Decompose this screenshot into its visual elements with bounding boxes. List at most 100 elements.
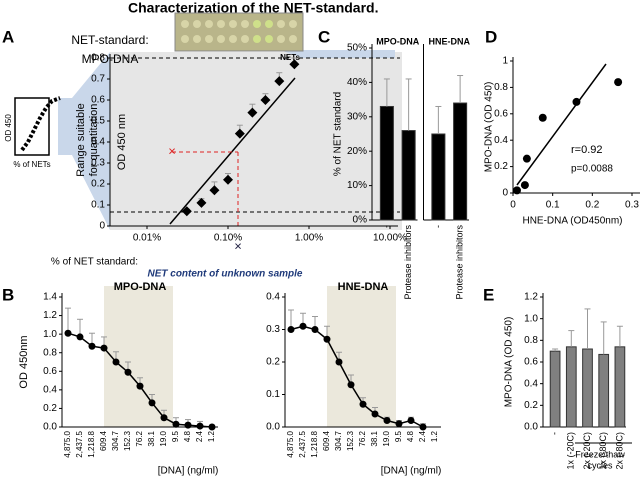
x-tick-label: 38.1 — [370, 430, 379, 446]
chart-title: MPO-DNA — [114, 281, 167, 293]
y-tick-label: 0 — [99, 221, 105, 232]
plate-wells — [181, 20, 297, 43]
range-label: Range suitable — [75, 103, 87, 176]
x-tick-label: 304.7 — [334, 430, 343, 451]
x-axis-title: HNE-DNA (OD450nm) — [522, 216, 622, 227]
plate-funnel — [280, 50, 395, 58]
point — [520, 181, 529, 190]
x-axis-title: % of NET standard: — [51, 257, 138, 268]
group-title: MPO-DNA — [376, 36, 419, 46]
y-tick-label: 1.4 — [43, 292, 57, 303]
y-tick-label: 0.0 — [266, 422, 280, 433]
x-tick-label: 2x (-20C) — [582, 432, 592, 470]
x-tick-label: 4,875.0 — [286, 430, 295, 457]
x-tick-label: 76.2 — [135, 430, 144, 446]
y-tick-label: 1 — [502, 56, 508, 67]
y-tick-label: 0.6 — [524, 357, 538, 368]
x-tick-label: 19.0 — [159, 430, 168, 446]
y-tick-label: 0.8 — [524, 335, 538, 346]
x-tick-label: 9.5 — [394, 430, 403, 442]
y-tick-label: 0.5 — [91, 116, 105, 127]
y-tick-label: 1.2 — [524, 292, 538, 303]
point — [88, 342, 96, 350]
x-tick-label: 609.4 — [99, 430, 108, 451]
reference-marker: × — [168, 143, 176, 158]
panel-label: E — [483, 285, 494, 304]
point — [184, 421, 192, 429]
point — [172, 420, 180, 428]
x-tick-label: 0.2 — [585, 200, 599, 211]
y-tick-label: 40% — [347, 77, 367, 88]
x-tick-label: 1x (-20C) — [566, 432, 576, 470]
x-tick-label: 2,437.5 — [75, 430, 84, 457]
point — [522, 154, 531, 163]
y-tick-label: 0% — [353, 215, 368, 226]
y-tick-label: 0.2 — [91, 179, 105, 190]
inset-box — [14, 97, 50, 156]
x-tick-label: 609.4 — [322, 430, 331, 451]
y-tick-label: 0.7 — [91, 74, 105, 85]
bar — [582, 348, 593, 428]
x-tick-label: Protease inhibitors — [455, 225, 465, 300]
point — [196, 422, 204, 430]
bar — [453, 102, 468, 221]
y-tick-label: 0.8 — [91, 53, 105, 64]
group-label: cycles — [587, 460, 613, 470]
x-tick-label: 4,875.0 — [63, 430, 72, 457]
y-tick-label: 0.2 — [494, 161, 508, 172]
y-tick-label: 1.0 — [43, 329, 57, 340]
point — [209, 185, 220, 196]
y-tick-label: 0.3 — [266, 324, 280, 335]
y-tick-label: 20% — [347, 146, 367, 157]
chart-title: HNE-DNA — [338, 281, 389, 293]
x-tick-label: 152.3 — [346, 430, 355, 451]
reference-marker: × — [234, 238, 242, 253]
x-tick-label: 19.0 — [382, 430, 391, 446]
y-tick-label: 0.6 — [43, 366, 57, 377]
y-tick-label: 0.3 — [91, 158, 105, 169]
y-tick-label: 0.1 — [91, 200, 105, 211]
inset-y-label: OD 450 — [4, 114, 13, 142]
x-axis-title: [DNA] (ng/ml) — [158, 466, 219, 477]
bar — [379, 105, 394, 221]
x-tick-label: 2.4 — [195, 430, 204, 442]
point — [512, 186, 521, 195]
x-axis-title: [DNA] (ng/ml) — [381, 466, 442, 477]
y-tick-label: 0.4 — [494, 135, 508, 146]
y-tick-label: 30% — [347, 111, 367, 122]
x-tick-label: 0.3 — [625, 200, 639, 211]
x-tick-label: 304.7 — [111, 430, 120, 451]
point — [64, 329, 72, 337]
x-tick-label: 1.00% — [295, 233, 323, 244]
point — [383, 417, 391, 424]
point — [299, 322, 307, 330]
point — [359, 400, 367, 408]
annotation: p=0.0088 — [571, 164, 613, 175]
y-axis-title: MPO-DNA (OD 450) — [484, 82, 495, 173]
point — [196, 197, 207, 208]
x-tick-label: 2.4 — [418, 430, 427, 442]
point — [208, 423, 216, 431]
point — [323, 335, 331, 343]
panel-label: D — [485, 27, 497, 46]
y-tick-label: 0.4 — [43, 384, 57, 395]
bar — [401, 130, 416, 221]
y-tick-label: 0.0 — [524, 422, 538, 433]
point — [287, 326, 295, 333]
y-tick-label: 10% — [347, 180, 367, 191]
point — [100, 344, 108, 352]
x-tick-label: 38.1 — [147, 430, 156, 446]
y-axis-title: OD 450 nm — [116, 114, 128, 170]
point — [260, 95, 271, 105]
x-tick-label: 4.8 — [183, 430, 192, 442]
bar — [598, 353, 610, 428]
x-tick-label: - — [381, 225, 391, 228]
x-tick-label: 2x (-80C) — [614, 432, 624, 470]
x-tick-label: 0.01% — [133, 233, 161, 244]
point — [234, 128, 245, 139]
group-label: Freeze/thaw — [575, 449, 625, 459]
point — [538, 113, 547, 122]
y-tick-label: 0.2 — [43, 403, 57, 414]
y-tick-label: 0.0 — [43, 422, 57, 433]
